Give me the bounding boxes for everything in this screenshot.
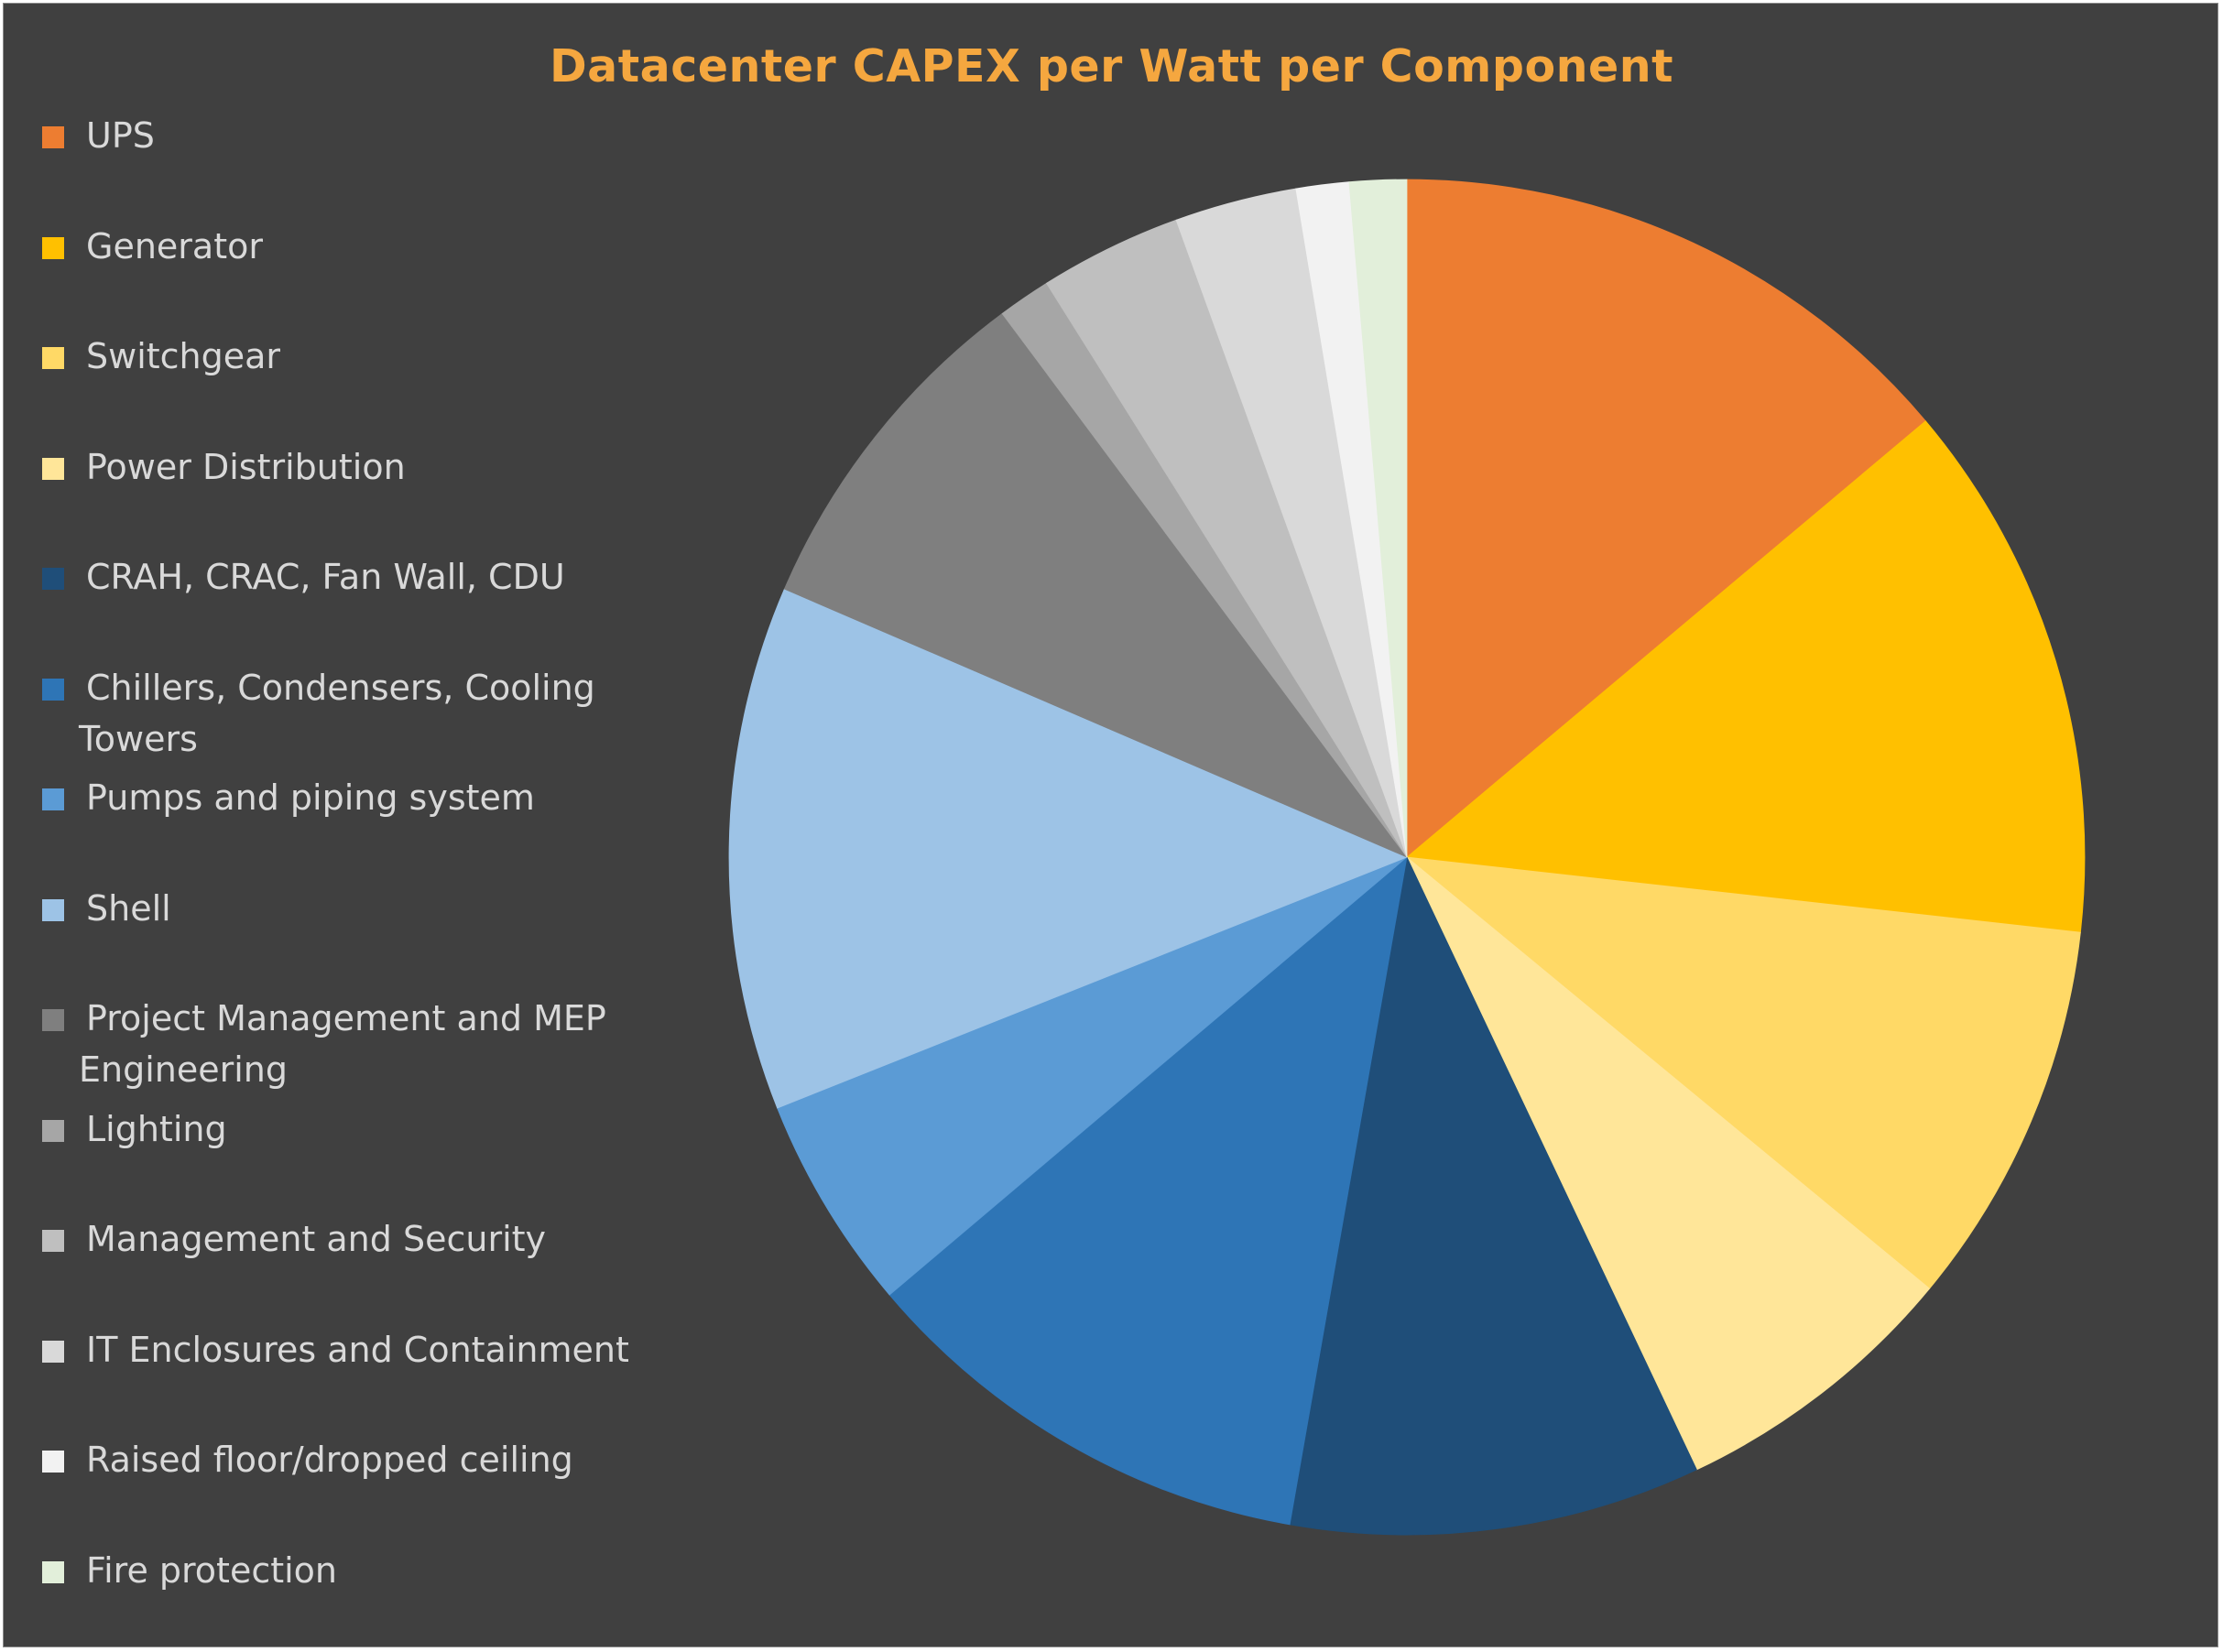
legend-swatch	[42, 568, 64, 590]
legend-swatch	[42, 1119, 64, 1142]
legend-label: IT Enclosures and Containment	[86, 1329, 629, 1370]
legend-label: Chillers, Condensers, Cooling Towers	[79, 667, 595, 759]
legend-label: Switchgear	[86, 336, 281, 376]
pie-slice	[1406, 179, 1926, 858]
legend-swatch	[42, 1340, 64, 1363]
pie-chart	[728, 179, 2086, 1536]
pie-slice	[1406, 856, 1931, 1471]
legend-swatch	[42, 347, 64, 369]
legend-swatch	[42, 788, 64, 810]
pie-slice	[728, 588, 1409, 1109]
legend-swatch	[42, 1230, 64, 1252]
legend-label: Project Management and MEP Engineering	[79, 998, 606, 1090]
chart-area: Datacenter CAPEX per Watt per Component …	[3, 3, 2218, 1647]
legend-label: Generator	[86, 225, 263, 266]
legend-label: UPS	[86, 115, 155, 156]
legend-label: Management and Security	[86, 1219, 547, 1259]
pie-slice	[1289, 855, 1697, 1536]
legend-swatch	[42, 236, 64, 259]
legend-swatch	[42, 1451, 64, 1473]
legend-label: Lighting	[86, 1108, 227, 1149]
legend-label: Fire protection	[86, 1549, 338, 1591]
legend-label: Pumps and piping system	[86, 777, 535, 818]
pie-slice	[783, 312, 1409, 858]
legend-label: CRAH, CRAC, Fan Wall, CDU	[86, 557, 565, 597]
legend-swatch	[42, 1560, 64, 1583]
pie-slice	[1406, 420, 2086, 933]
pie-slice	[1348, 179, 1408, 858]
legend-label: Shell	[86, 887, 171, 929]
chart-title: Datacenter CAPEX per Watt per Component	[549, 40, 1674, 92]
legend-swatch	[42, 898, 64, 921]
legend-label: Raised floor/dropped ceiling	[86, 1440, 573, 1480]
legend-swatch	[42, 126, 64, 148]
pie-slice	[1405, 856, 2081, 1289]
pie-slice	[777, 856, 1408, 1296]
pie-slice	[888, 855, 1408, 1526]
legend-swatch	[42, 678, 64, 701]
legend-swatch	[42, 457, 64, 480]
legend-label: Power Distribution	[86, 446, 406, 487]
legend-swatch	[42, 1009, 64, 1031]
